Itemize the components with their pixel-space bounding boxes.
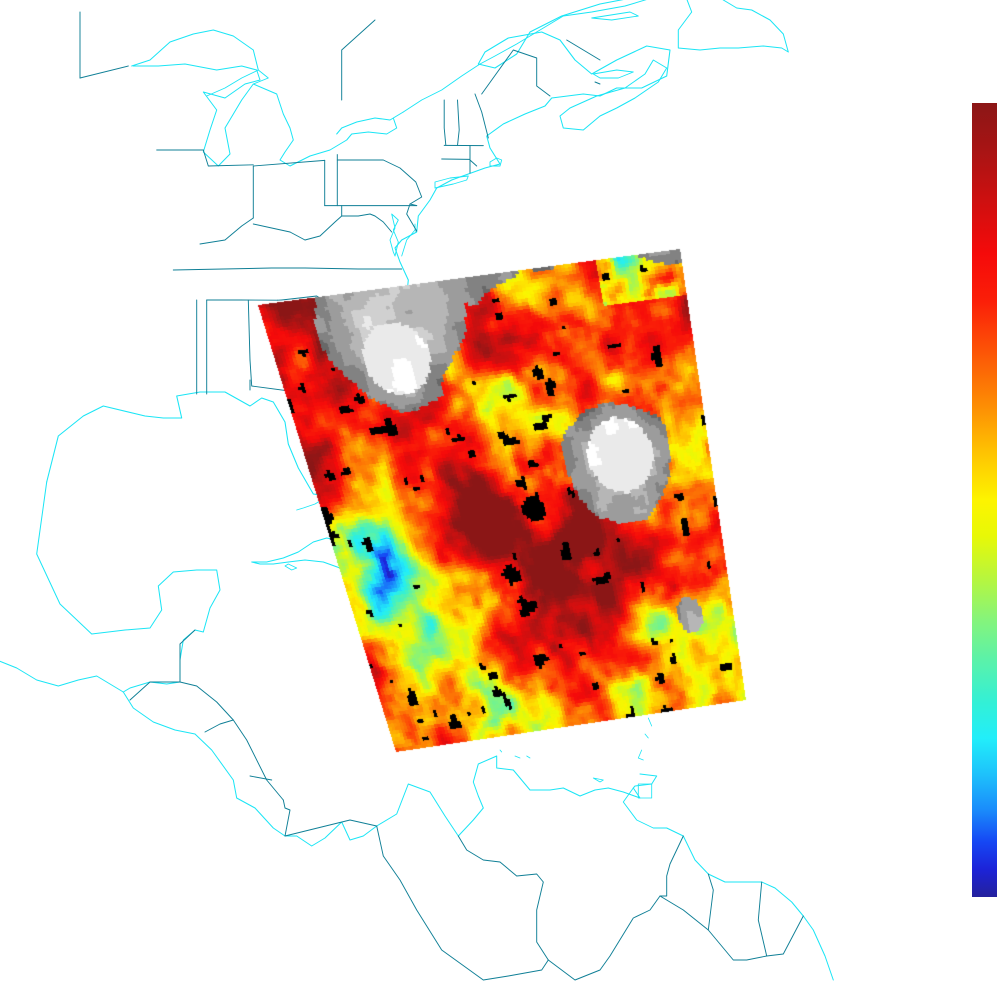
jet-colorbar[interactable] (972, 103, 997, 897)
